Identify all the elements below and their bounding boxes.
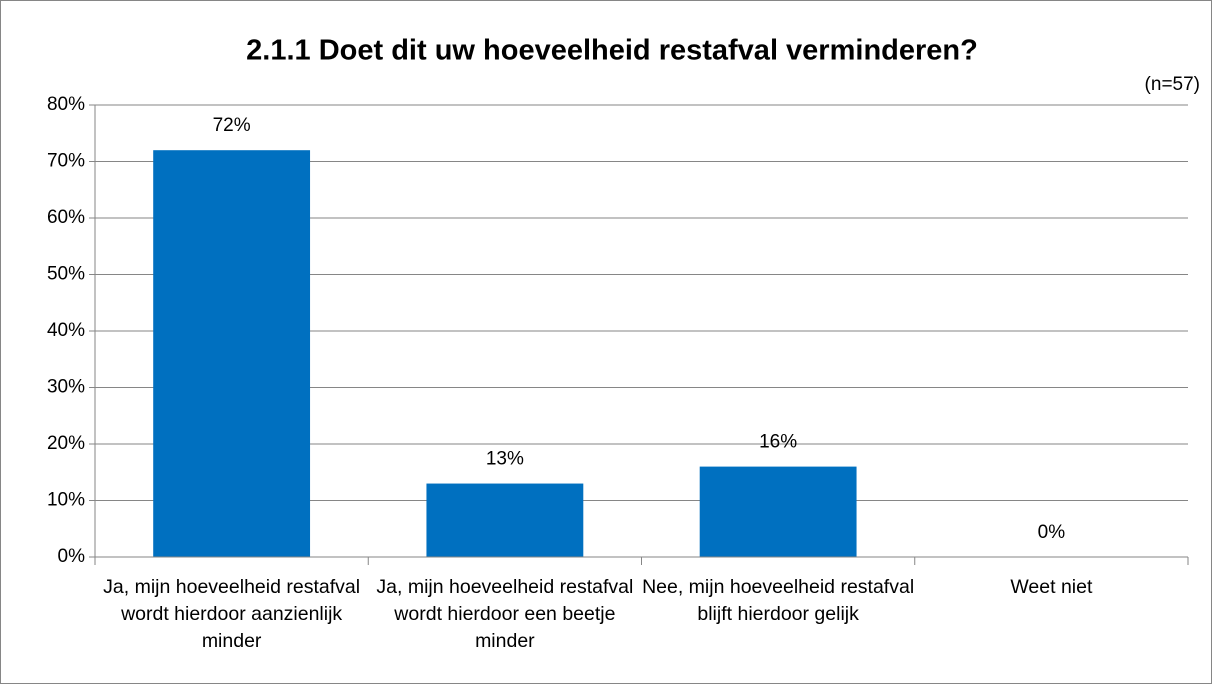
- x-tick-label: Ja, mijn hoeveelheid restafval wordt hie…: [376, 576, 634, 652]
- x-tick-label: Nee, mijn hoeveelheid restafval blijft h…: [642, 576, 915, 625]
- bar: [426, 483, 584, 557]
- y-tick-label: 60%: [47, 207, 85, 228]
- bar: [699, 466, 857, 557]
- y-tick-label: 10%: [47, 490, 85, 511]
- chart-title: 2.1.1 Doet dit uw hoeveelheid restafval …: [246, 35, 978, 67]
- data-label: 13%: [486, 449, 524, 470]
- data-label: 72%: [213, 115, 251, 136]
- data-label: 0%: [1038, 522, 1066, 543]
- y-tick-label: 40%: [47, 320, 85, 341]
- y-tick-label: 0%: [58, 546, 86, 567]
- y-tick-label: 30%: [47, 377, 85, 398]
- data-label: 16%: [759, 432, 797, 453]
- bar: [153, 150, 311, 557]
- y-tick-label: 70%: [47, 151, 85, 172]
- annotation: (n=57): [1145, 74, 1200, 95]
- x-tick-label: Ja, mijn hoeveelheid restafval wordt hie…: [103, 576, 361, 652]
- y-tick-label: 20%: [47, 433, 85, 454]
- x-tick-label: Weet niet: [1010, 576, 1093, 598]
- y-tick-label: 80%: [47, 94, 85, 115]
- y-tick-label: 50%: [47, 264, 85, 285]
